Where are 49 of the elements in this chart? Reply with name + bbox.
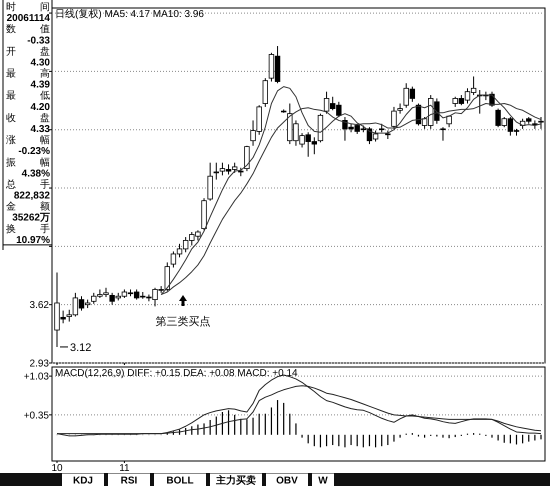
text: 4.33 xyxy=(30,124,50,135)
text: 值 xyxy=(40,24,50,36)
text: 间 xyxy=(40,1,50,13)
text: 数 xyxy=(6,24,16,36)
text: 金 xyxy=(6,200,16,213)
y-tick-label: 2.93 xyxy=(30,358,50,370)
text: 盘 xyxy=(40,45,50,58)
tab: OBV xyxy=(266,474,308,486)
tab: KDJ xyxy=(62,474,104,486)
text: 换 xyxy=(6,222,16,235)
text: 高 xyxy=(40,68,50,80)
y-tick-label: +0.35 xyxy=(24,410,50,422)
y-tick-label: +1.03 xyxy=(24,372,50,383)
annotation: 3.12 xyxy=(70,342,92,354)
text: 20061114 xyxy=(6,13,50,24)
tab: RSI xyxy=(108,474,150,486)
text: 总 xyxy=(5,178,16,190)
chart-title: MACD(12,26,9) DIFF: +0.15 DEA: +0.08 MACD: +0.14 xyxy=(55,368,298,379)
text: 振 xyxy=(6,156,16,168)
text: 4.39 xyxy=(30,80,50,91)
y-tick-label: 3.62 xyxy=(30,300,50,312)
text: 收 xyxy=(6,112,16,124)
text: 手 xyxy=(40,178,50,190)
text: 最 xyxy=(6,90,16,102)
text: 4.30 xyxy=(30,57,50,68)
tab: 主力买卖 xyxy=(210,474,262,486)
text: 手 xyxy=(40,222,50,235)
text: 822,832 xyxy=(14,190,50,202)
text: 额 xyxy=(40,200,50,213)
text: 时 xyxy=(6,1,16,13)
text: -0.23% xyxy=(18,146,50,158)
x-tick-label: 11 xyxy=(119,463,130,474)
annotation: 第三类买点 xyxy=(156,315,210,328)
text: 低 xyxy=(40,90,50,102)
text: 开 xyxy=(6,46,16,58)
text: 涨 xyxy=(6,134,16,146)
chart-title: 日线(复权) MA5: 4.17 MA10: 3.96 xyxy=(55,8,204,20)
text: 4.20 xyxy=(30,102,50,113)
text: 10.97% xyxy=(16,234,50,246)
text: 幅 xyxy=(40,156,50,168)
tab: BOLL xyxy=(154,474,206,486)
text: 幅 xyxy=(40,134,50,146)
text: 盘 xyxy=(40,112,50,124)
text: 4.38% xyxy=(22,168,50,180)
tab: W xyxy=(312,474,334,486)
text: 35262万 xyxy=(12,212,50,224)
x-tick-label: 10 xyxy=(51,463,63,474)
text: 最 xyxy=(6,68,16,80)
text: -0.33 xyxy=(27,35,50,46)
